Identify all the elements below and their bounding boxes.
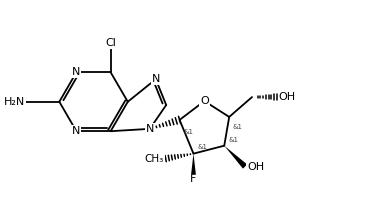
Text: &1: &1	[198, 144, 208, 150]
Text: O: O	[200, 96, 209, 106]
Polygon shape	[224, 146, 247, 169]
Text: &1: &1	[232, 124, 242, 130]
Text: CH₃: CH₃	[144, 154, 164, 163]
Text: N: N	[72, 126, 80, 136]
Text: N: N	[72, 67, 80, 77]
Text: &1: &1	[183, 129, 193, 135]
Text: N: N	[146, 124, 154, 134]
Text: OH: OH	[279, 92, 296, 102]
Polygon shape	[190, 154, 196, 179]
Text: N: N	[152, 74, 160, 84]
Text: &1: &1	[228, 137, 238, 143]
Text: OH: OH	[247, 162, 264, 172]
Text: H₂N: H₂N	[4, 97, 25, 107]
Text: F: F	[190, 174, 196, 184]
Text: Cl: Cl	[105, 38, 116, 48]
